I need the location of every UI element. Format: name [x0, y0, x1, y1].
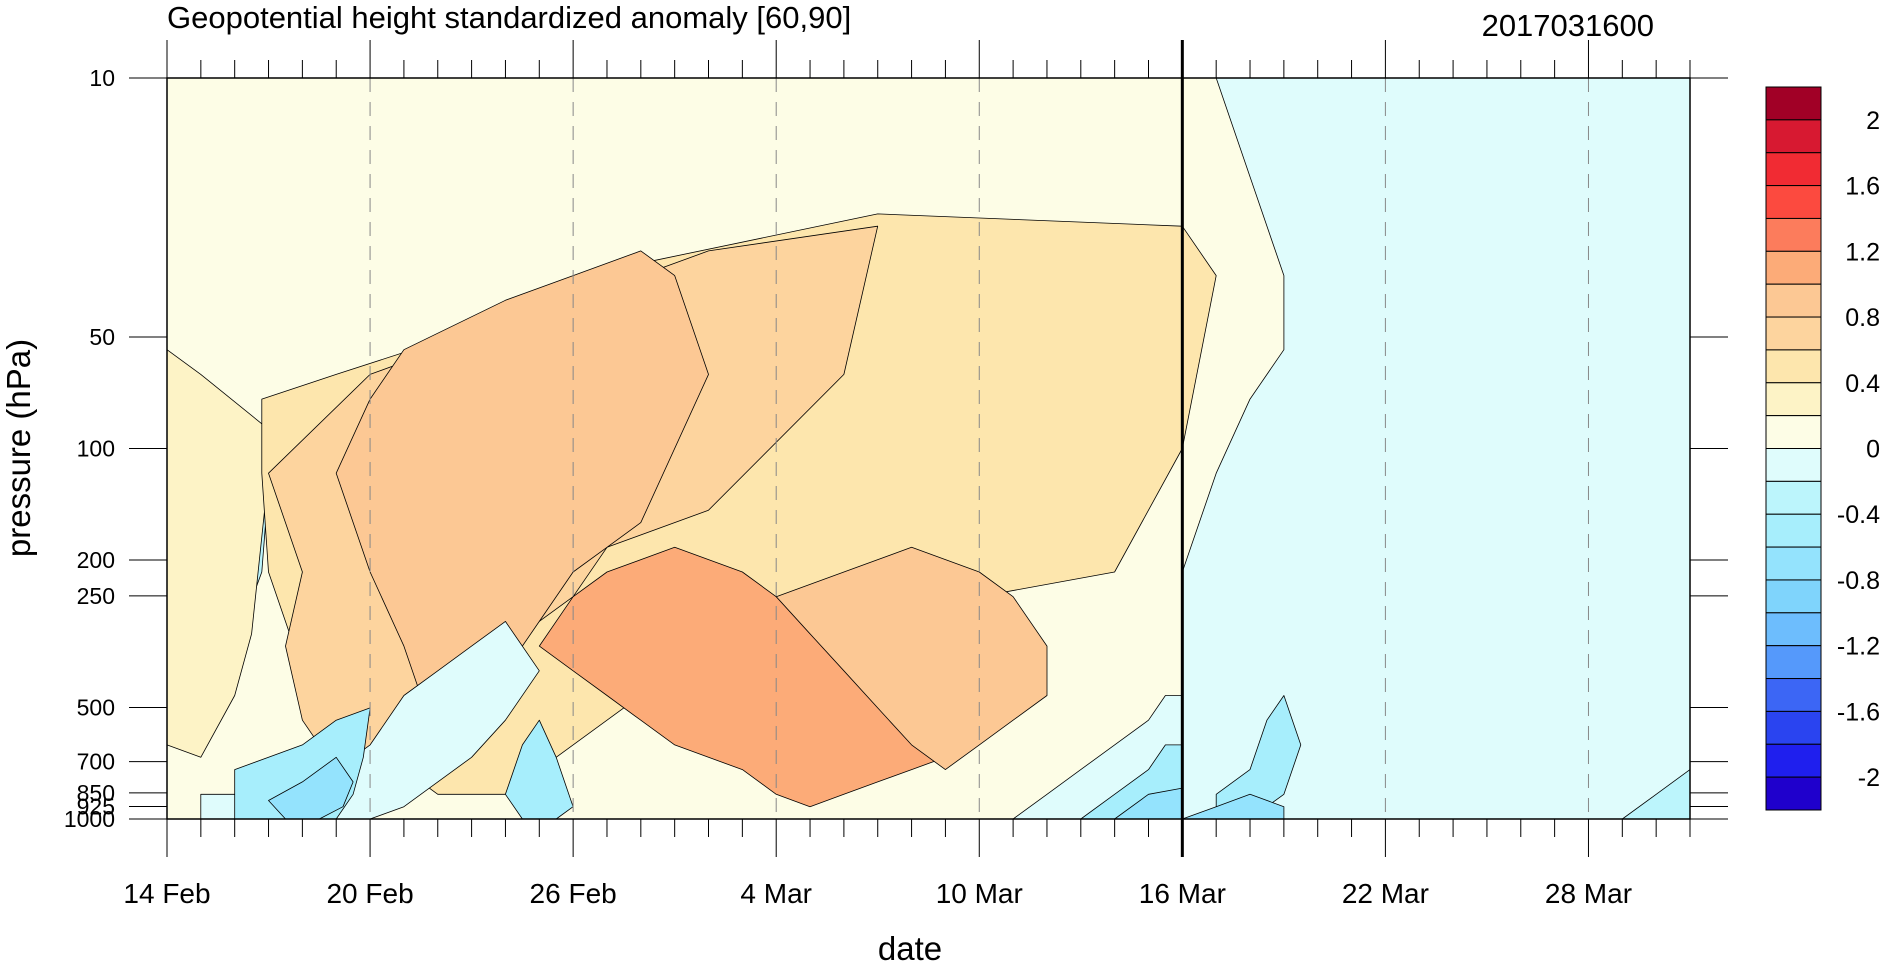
colorbar-label: -2 — [1858, 764, 1880, 792]
colorbar-label: 0.4 — [1845, 370, 1880, 398]
colorbar-swatch — [1765, 283, 1822, 318]
x-tick-label: 14 Feb — [123, 878, 210, 909]
colorbar-swatch — [1765, 513, 1822, 548]
colorbar: 2 1.6 1.2 0.8 0.4 0 -0.4 -0.8 -1.2 -1.6 -2 — [1765, 86, 1880, 811]
x-axis-label: date — [878, 930, 942, 963]
colorbar-label: -0.8 — [1837, 567, 1880, 595]
colorbar-label: -1.6 — [1837, 698, 1880, 726]
colorbar-swatch — [1765, 710, 1822, 745]
colorbar-swatch — [1765, 546, 1822, 581]
colorbar-label: 1.2 — [1845, 238, 1880, 266]
y-tick-label: 10 — [89, 65, 115, 91]
colorbar-swatch — [1765, 448, 1822, 482]
y-axis-label: pressure (hPa) — [0, 339, 37, 557]
y-tick-label: 850 — [77, 780, 115, 806]
colorbar-swatch — [1765, 743, 1822, 778]
colorbar-swatch — [1765, 612, 1822, 647]
colorbar-label: 1.6 — [1845, 173, 1880, 201]
y-tick-label: 100 — [77, 436, 115, 462]
colorbar-swatch — [1765, 579, 1822, 614]
colorbar-swatch — [1765, 119, 1822, 154]
y-tick-label: 500 — [77, 694, 115, 720]
colorbar-swatch — [1765, 480, 1822, 515]
date-label: 2017031600 — [1482, 8, 1654, 43]
x-axis: 14 Feb 20 Feb 26 Feb 4 Mar 10 Mar 16 Mar 22 Ma… — [123, 40, 1691, 909]
anomaly-region-1 — [166, 349, 269, 758]
anomaly-region-18 — [1181, 77, 1691, 820]
x-tick-label: 16 Mar — [1139, 878, 1226, 909]
colorbar-label: 0 — [1866, 436, 1880, 464]
x-tick-label: 20 Feb — [326, 878, 413, 909]
colorbar-swatch — [1765, 776, 1822, 811]
colorbar-swatch — [1765, 382, 1822, 417]
anomaly-region-5 — [538, 546, 946, 808]
colorbar-swatch — [1765, 185, 1822, 219]
colorbar-label: -0.4 — [1837, 501, 1880, 529]
x-tick-label: 10 Mar — [936, 878, 1023, 909]
x-tick-label: 4 Mar — [740, 878, 812, 909]
y-tick-label: 925 — [77, 793, 115, 819]
y-tick-label: 200 — [77, 547, 115, 573]
anomaly-region-4 — [335, 250, 709, 746]
colorbar-swatch — [1765, 316, 1822, 351]
anomaly-field — [166, 77, 1691, 820]
colorbar-label: 2 — [1866, 107, 1880, 135]
colorbar-label: 0.8 — [1845, 304, 1880, 332]
y-tick-label: 1000 — [64, 806, 115, 832]
colorbar-swatch — [1765, 415, 1822, 449]
x-tick-label: 28 Mar — [1545, 878, 1632, 909]
colorbar-swatch — [1765, 217, 1822, 252]
colorbar-swatch — [1765, 645, 1822, 680]
colorbar-swatch — [1765, 250, 1822, 285]
colorbar-swatch — [1765, 678, 1822, 712]
chart-title: Geopotential height standardized anomaly… — [167, 0, 851, 35]
x-tick-label: 22 Mar — [1342, 878, 1429, 909]
colorbar-swatch — [1765, 86, 1822, 121]
colorbar-swatch — [1765, 152, 1822, 187]
y-tick-label: 250 — [77, 583, 115, 609]
y-tick-label: 50 — [89, 324, 115, 350]
colorbar-swatch — [1765, 349, 1822, 384]
y-tick-label: 700 — [77, 749, 115, 775]
x-tick-label: 26 Feb — [530, 878, 617, 909]
colorbar-label: -1.2 — [1837, 633, 1880, 661]
